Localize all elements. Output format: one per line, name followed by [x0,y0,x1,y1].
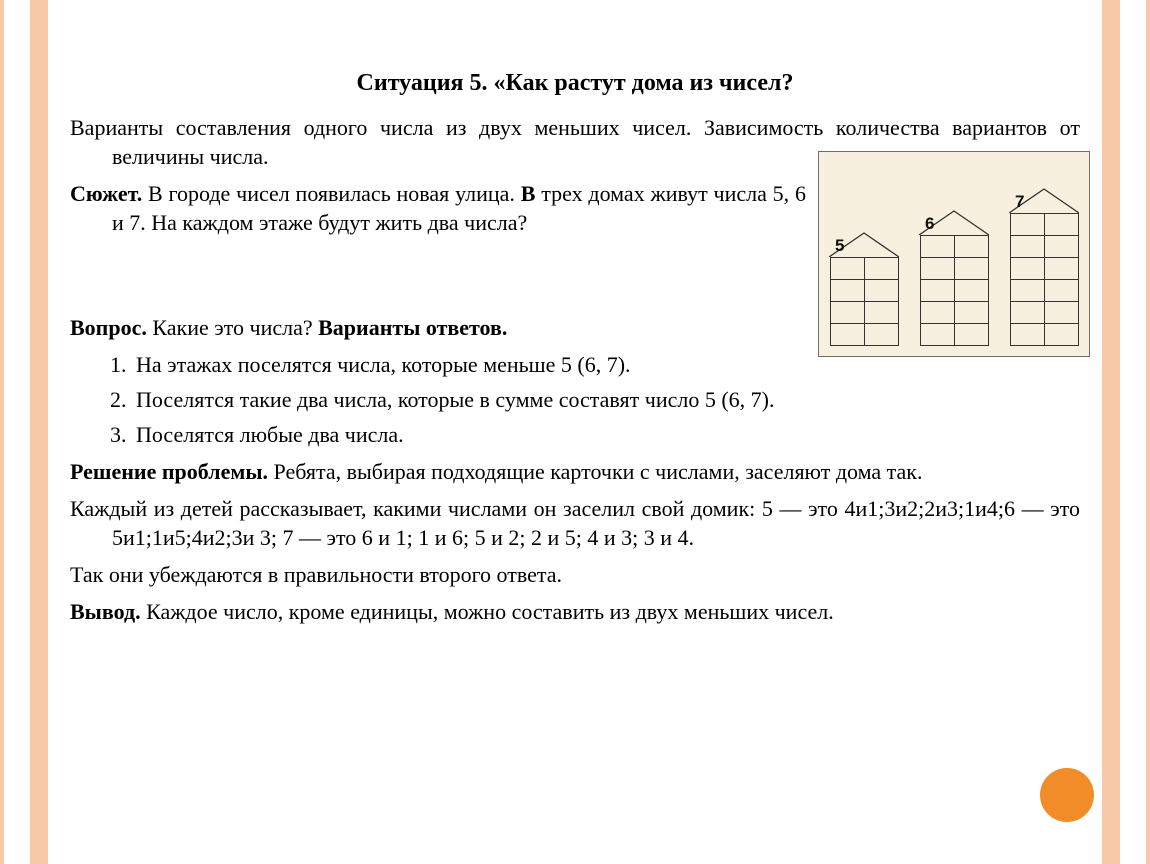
answers-label: Варианты ответов. [318,315,507,340]
page-content: Ситуация 5. «Как растут дома из чисел? В… [70,70,1080,634]
house-cell [1011,302,1045,324]
house-number: 5 [835,236,844,256]
house-floors [920,235,989,346]
house: 5 [829,231,899,346]
orange-dot-decor [1040,768,1094,822]
house-cell [865,302,899,324]
houses-diagram: 5 6 7 [818,151,1090,357]
answers-list: На этажах поселятся числа, которые меньш… [70,350,1080,449]
house-cell [1045,302,1079,324]
house-cell [1011,236,1045,258]
conclusion-body: Каждое число, кроме единицы, можно соста… [146,599,834,624]
conclusion-label: Вывод. [70,599,146,624]
decor-stripe [0,0,4,864]
house-cell [955,302,989,324]
plot-label: Сюжет. [70,181,148,206]
house-cell [831,280,865,302]
house-cell [921,236,955,258]
house-cell [955,258,989,280]
conclusion-text: Вывод. Каждое число, кроме единицы, можн… [70,597,1080,626]
house-cell [1011,214,1045,236]
house-roof: 6 [919,209,989,235]
house-cell [831,302,865,324]
house-cell [921,324,955,346]
house-roof: 7 [1009,187,1079,213]
house-cell [921,302,955,324]
house-cell [1011,324,1045,346]
house-cell [831,324,865,346]
house-cell [865,280,899,302]
house: 6 [919,209,989,346]
house-cell [921,258,955,280]
house-cell [1011,258,1045,280]
house-cell [1045,324,1079,346]
decor-stripe [1146,0,1150,864]
house-floors [1010,213,1079,346]
house-roof: 5 [829,231,899,257]
house-cell [1045,280,1079,302]
house-cell [921,280,955,302]
decor-stripe [30,0,48,864]
detail-text: Каждый из детей рассказывает, какими чис… [70,494,1080,552]
question-label: Вопрос. [70,315,152,340]
house-cell [1045,214,1079,236]
solution-body: Ребята, выбирая подходящие карточки с чи… [274,459,923,484]
page-title: Ситуация 5. «Как растут дома из чисел? [70,70,1080,97]
house-cell [865,258,899,280]
house-cell [955,324,989,346]
plot-body-b-bold: В [521,181,541,206]
check-text: Так они убеждаются в правильности второг… [70,560,1080,589]
decor-stripe [1102,0,1120,864]
answer-item: Поселятся такие два числа, которые в сум… [132,385,1080,414]
solution-label: Решение проблемы. [70,459,274,484]
house-cell [831,258,865,280]
house-cell [955,236,989,258]
house-cell [955,280,989,302]
house-cell [1045,258,1079,280]
house-cell [1011,280,1045,302]
solution-text: Решение проблемы. Ребята, выбирая подход… [70,457,1080,486]
house-floors [830,257,899,346]
house: 7 [1009,187,1079,346]
question-body: Какие это числа? [152,315,318,340]
house-number: 6 [925,214,934,234]
house-number: 7 [1015,192,1024,212]
house-cell [1045,236,1079,258]
house-cell [865,324,899,346]
plot-body-a: В городе чисел появилась новая улица. [148,181,521,206]
answer-item: Поселятся любые два числа. [132,420,1080,449]
